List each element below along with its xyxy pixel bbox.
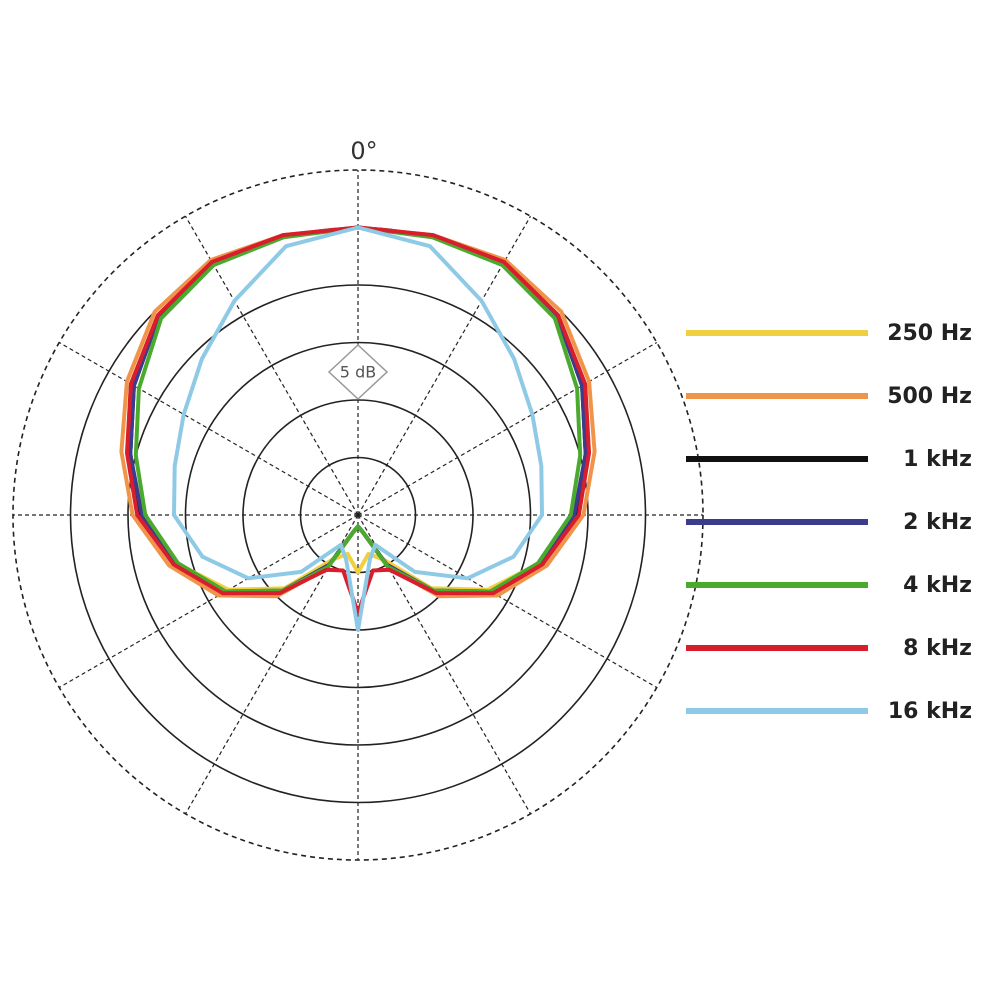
legend-label: 500 Hz <box>887 384 972 409</box>
spoke <box>357 341 658 516</box>
angle-label: 0° <box>350 137 377 165</box>
scale-diamond <box>327 343 389 401</box>
legend-label: 4 kHz <box>903 573 972 598</box>
legend-label: 250 Hz <box>887 321 972 346</box>
legend-label: 1 kHz <box>903 447 972 472</box>
legend-label: 16 kHz <box>888 699 972 724</box>
grid-ring <box>184 341 532 689</box>
legend-label: 2 kHz <box>903 510 972 535</box>
scale-label: 5 dB <box>327 343 389 401</box>
legend-label: 8 kHz <box>903 636 972 661</box>
spoke <box>58 514 359 689</box>
polar-curve <box>172 225 544 632</box>
scale-text: 5 dB <box>340 363 376 382</box>
spoke <box>58 341 359 516</box>
polar-curve <box>125 225 591 615</box>
grid-ring <box>127 284 589 746</box>
spoke <box>357 514 658 689</box>
polar-curve <box>133 225 583 594</box>
